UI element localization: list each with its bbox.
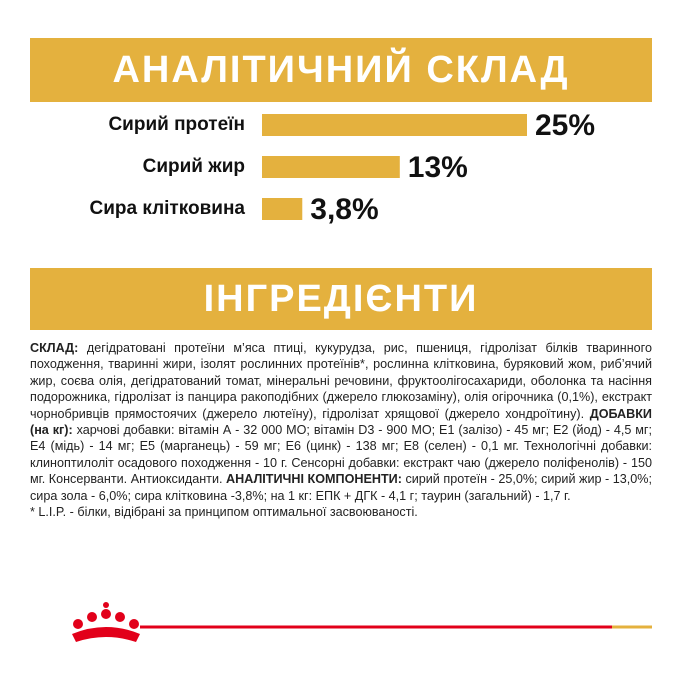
logo [72, 602, 140, 642]
bold-label: ДОБАВКИ (на кг): [30, 406, 652, 438]
category-label: Сирий жир [143, 156, 245, 177]
bold-label: СКЛАД: [30, 341, 79, 355]
value-label: 3,8% [310, 193, 378, 226]
bar [262, 198, 303, 220]
value-label: 13% [408, 151, 468, 184]
bar [262, 156, 400, 178]
ingredients-text: СКЛАД: дегідратовані протеїни м’яса птиц… [30, 340, 652, 520]
text: сирий протеїн - 25,0%; сирий жир - 13,0%… [30, 472, 652, 503]
text: харчові добавки: вітамін А - 32 000 МО; … [30, 423, 652, 487]
footnote: * L.I.P. - білки, відібрані за принципом… [30, 505, 418, 520]
category-label: Сира клітковина [89, 198, 245, 219]
bold-label: АНАЛІТИЧНІ КОМПОНЕНТИ: [226, 472, 402, 487]
chart: Сирий протеїн 25% Сирий жир 13% Сира клітков… [89, 109, 595, 226]
section-title: АНАЛІТИЧНИЙ СКЛАД [30, 38, 652, 102]
footer [72, 602, 652, 642]
bar [262, 114, 527, 136]
value-label: 25% [535, 109, 595, 142]
section-title: ІНГРЕДІЄНТИ [30, 268, 652, 330]
category-label: Сирий протеїн [108, 114, 245, 135]
text: дегідратовані протеїни м’яса птиці, куку… [30, 341, 652, 421]
